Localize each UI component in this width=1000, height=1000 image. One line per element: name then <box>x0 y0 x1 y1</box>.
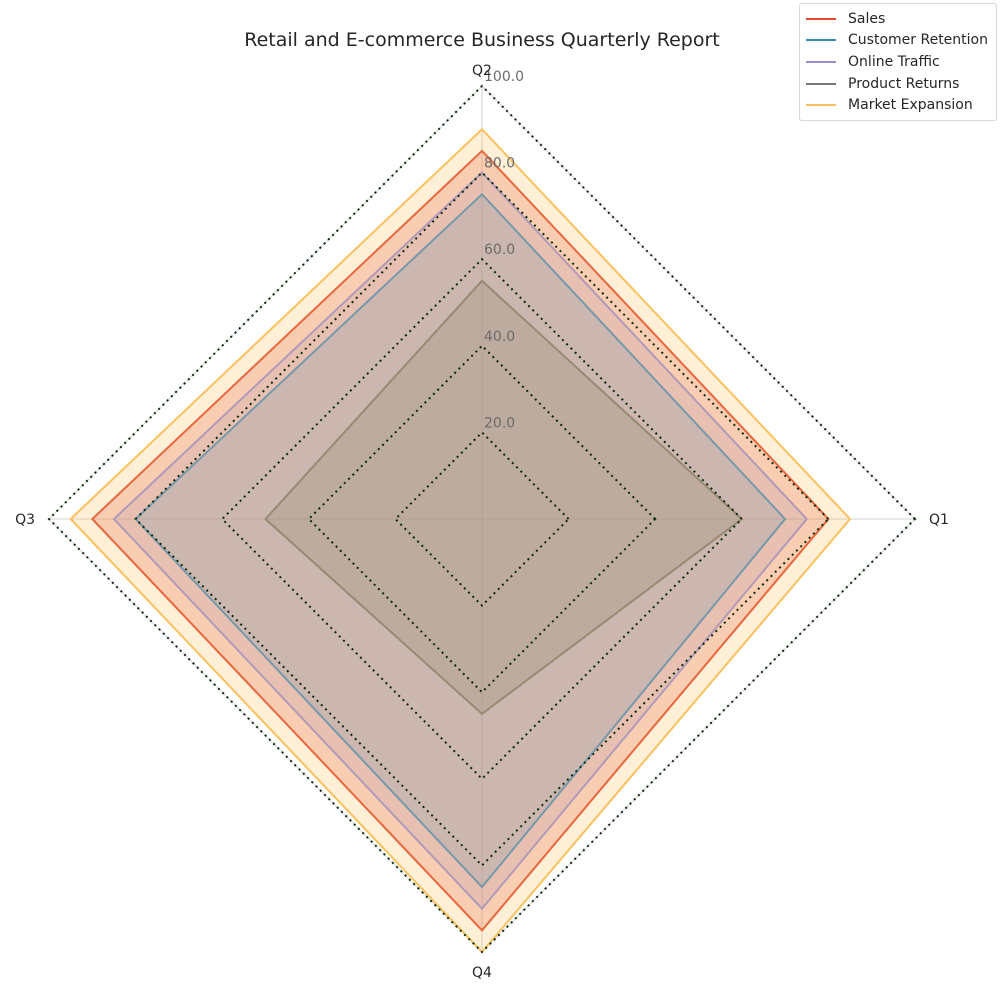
r-tick-label: 40.0 <box>484 329 515 345</box>
category-label-q4: Q4 <box>472 965 492 981</box>
r-tick-label: 60.0 <box>484 242 515 258</box>
legend-label: Sales <box>848 10 886 27</box>
radial-gridline-40 <box>307 344 657 694</box>
legend-item-product-returns: Product Returns <box>806 73 988 95</box>
legend-item-customer-retention: Customer Retention <box>806 30 988 52</box>
r-tick-label: 20.0 <box>484 415 515 431</box>
series-line-product-returns <box>264 279 744 716</box>
series-line-sales <box>90 149 830 932</box>
series-line-online-traffic <box>112 171 809 911</box>
radial-gridline-100 <box>47 84 917 954</box>
legend-item-online-traffic: Online Traffic <box>806 51 988 73</box>
legend-label: Market Expansion <box>848 97 973 114</box>
legend-swatch <box>806 82 837 85</box>
series-line-market-expansion <box>69 127 852 954</box>
legend-label: Product Returns <box>848 75 960 92</box>
category-labels: Q1 Q2 Q3 Q4 <box>15 63 949 981</box>
category-label-q3: Q3 <box>15 512 35 528</box>
radial-gridline-60 <box>220 257 744 781</box>
chart-legend: Sales Customer Retention Online Traffic Pro… <box>799 3 997 121</box>
r-tick-label: 100.0 <box>484 69 524 85</box>
chart-title: Retail and E-commerce Business Quarterly… <box>244 29 720 51</box>
r-tick-label: 80.0 <box>484 156 515 172</box>
legend-swatch <box>806 39 837 42</box>
legend-swatch <box>806 60 837 63</box>
legend-label: Online Traffic <box>848 53 940 70</box>
radar-series <box>69 127 852 954</box>
radial-gridline-80 <box>134 171 830 867</box>
series-area-market-expansion <box>70 129 851 953</box>
legend-swatch <box>806 17 837 20</box>
category-label-q2: Q2 <box>472 63 492 79</box>
legend-item-sales: Sales <box>806 8 988 30</box>
legend-swatch <box>806 104 837 107</box>
radial-gridline-20 <box>393 430 571 608</box>
legend-item-market-expansion: Market Expansion <box>806 94 988 116</box>
category-label-q1: Q1 <box>929 512 949 528</box>
radial-ticks: 20.0 40.0 60.0 80.0 100.0 <box>47 69 917 954</box>
legend-label: Customer Retention <box>848 32 988 49</box>
